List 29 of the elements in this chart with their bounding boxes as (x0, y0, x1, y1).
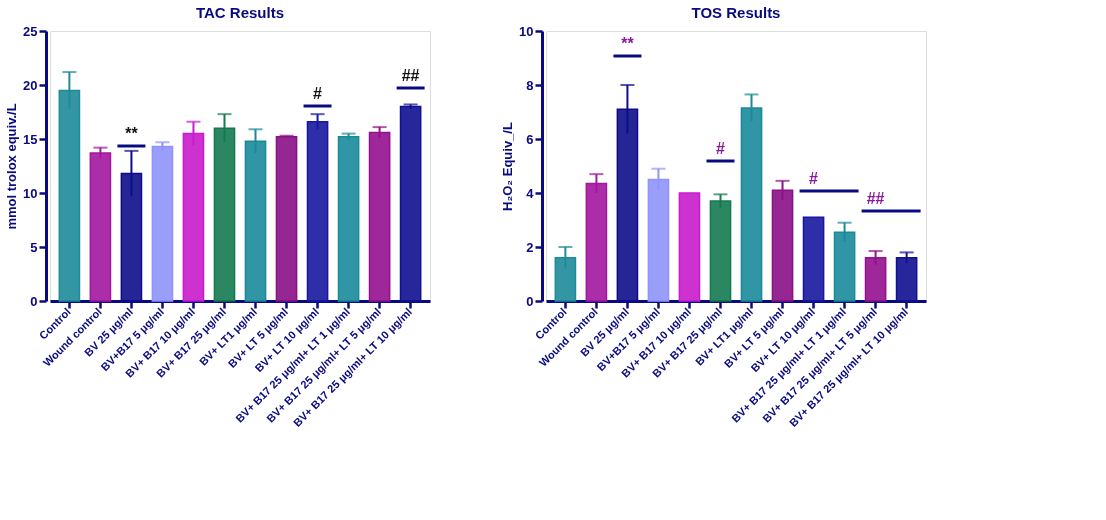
y-tick-label: 6 (526, 131, 534, 147)
y-axis-title: mmol trolox equiv./L (4, 103, 20, 230)
y-tick-label: 10 (23, 185, 38, 201)
y-tick-label: 2 (526, 239, 534, 255)
chart-title: TOS Results (691, 4, 781, 21)
y-tick-label: 0 (30, 293, 38, 309)
y-tick-label: 4 (526, 185, 535, 201)
bar (678, 192, 701, 302)
annotation: ## (866, 190, 885, 207)
annotation: ** (621, 35, 635, 52)
y-tick-label: 10 (519, 23, 534, 39)
bar (802, 216, 825, 302)
y-tick-label: 15 (23, 131, 38, 147)
annotation: ## (401, 67, 420, 84)
y-tick-label: 0 (526, 293, 534, 309)
chart-title: TAC Results (195, 4, 285, 21)
y-tick-label: 8 (526, 77, 534, 93)
annotation: # (313, 85, 323, 102)
y-tick-label: 5 (30, 239, 38, 255)
bar (275, 136, 298, 302)
y-axis-title: H₂O₂ Equiv_/L (500, 122, 516, 211)
annotation: ** (125, 125, 139, 142)
y-tick-label: 25 (23, 23, 38, 39)
annotation: # (809, 170, 819, 187)
y-tick-label: 20 (23, 77, 38, 93)
bar (399, 105, 422, 302)
annotation: # (716, 140, 726, 157)
bar (895, 257, 918, 302)
bar (89, 152, 112, 302)
